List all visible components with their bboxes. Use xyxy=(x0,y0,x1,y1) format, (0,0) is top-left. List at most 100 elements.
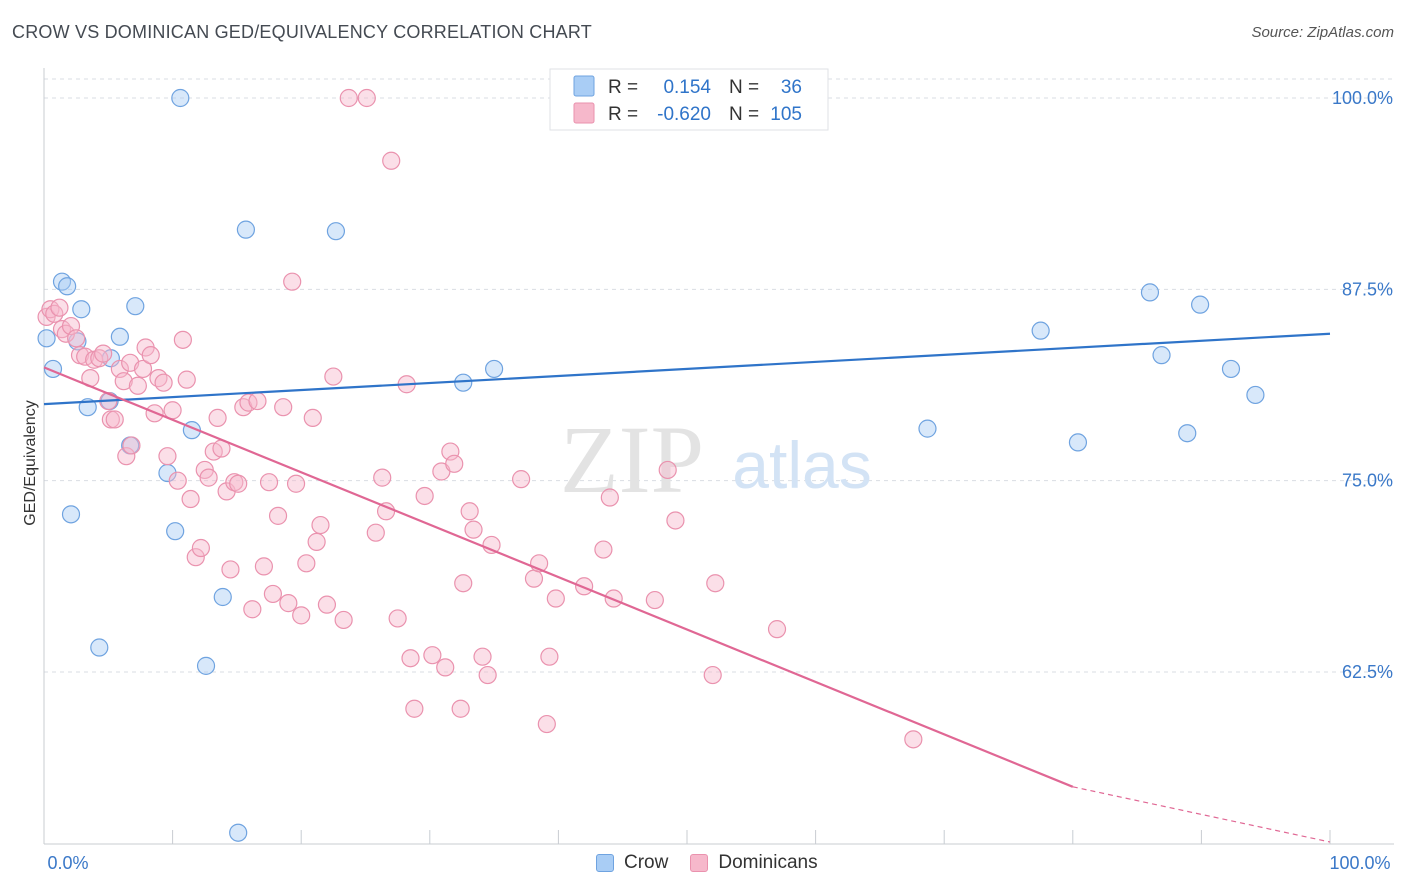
dominican-point[interactable] xyxy=(177,370,196,389)
dominican-point[interactable] xyxy=(286,474,306,493)
crow-point[interactable] xyxy=(110,327,129,346)
dominican-point[interactable] xyxy=(445,454,464,473)
dominican-point[interactable] xyxy=(154,373,173,392)
dominican-point[interactable] xyxy=(254,557,274,576)
dominican-point[interactable] xyxy=(114,372,133,391)
dominican-point[interactable] xyxy=(141,346,160,365)
dominican-point[interactable] xyxy=(303,408,322,428)
dominican-point[interactable] xyxy=(191,538,210,558)
dominican-point[interactable] xyxy=(268,506,288,525)
dominican-point[interactable] xyxy=(600,488,619,507)
crow-point[interactable] xyxy=(1191,295,1210,314)
dominican-point[interactable] xyxy=(366,523,385,542)
dominican-point[interactable] xyxy=(263,584,283,604)
dominican-point[interactable] xyxy=(248,391,267,411)
dominican-point[interactable] xyxy=(415,486,434,506)
dominican-point[interactable] xyxy=(512,470,531,489)
crow-point[interactable] xyxy=(166,522,185,541)
dominican-point[interactable] xyxy=(186,548,205,567)
dominican-point[interactable] xyxy=(382,151,401,170)
crow-point[interactable] xyxy=(485,359,504,379)
dominican-point[interactable] xyxy=(274,398,293,417)
dominican-point[interactable] xyxy=(173,330,192,349)
dominican-point[interactable] xyxy=(101,410,120,429)
dominican-point[interactable] xyxy=(307,532,326,551)
dominican-point[interactable] xyxy=(243,600,262,619)
dominican-point[interactable] xyxy=(221,560,240,579)
crow-point[interactable] xyxy=(229,823,248,842)
dominican-point[interactable] xyxy=(292,606,311,625)
dominican-point[interactable] xyxy=(117,447,136,466)
dominican-point[interactable] xyxy=(50,298,69,317)
dominican-point[interactable] xyxy=(357,88,376,108)
crow-point[interactable] xyxy=(171,88,190,108)
dominican-point[interactable] xyxy=(524,569,544,588)
dominican-point[interactable] xyxy=(405,699,424,718)
dominican-point[interactable] xyxy=(324,367,343,386)
dominican-point[interactable] xyxy=(540,647,559,666)
dominican-point[interactable] xyxy=(373,468,392,487)
crow-point[interactable] xyxy=(326,222,346,241)
dominican-point[interactable] xyxy=(537,714,556,734)
dominican-point[interactable] xyxy=(436,658,455,677)
dominican-point[interactable] xyxy=(239,393,258,412)
legend-item-dominicans[interactable]: Dominicans xyxy=(690,852,818,874)
dominican-point[interactable] xyxy=(388,609,407,628)
dominican-point[interactable] xyxy=(163,401,182,420)
dominican-point[interactable] xyxy=(451,699,470,718)
dominican-point[interactable] xyxy=(339,88,358,108)
crow-point[interactable] xyxy=(918,419,937,438)
dominican-point[interactable] xyxy=(229,474,248,493)
dominican-point[interactable] xyxy=(128,376,147,395)
dominican-point[interactable] xyxy=(460,502,479,521)
dominican-point[interactable] xyxy=(767,620,787,639)
dominican-point[interactable] xyxy=(317,595,337,614)
dominican-point[interactable] xyxy=(94,344,113,363)
crow-point[interactable] xyxy=(37,329,56,348)
crow-point[interactable] xyxy=(1031,321,1050,340)
dominican-point[interactable] xyxy=(122,436,141,455)
dominican-point[interactable] xyxy=(473,647,492,666)
dominican-point[interactable] xyxy=(464,520,483,539)
dominican-point[interactable] xyxy=(904,730,923,749)
dominican-point[interactable] xyxy=(133,359,153,379)
dominican-point[interactable] xyxy=(703,665,722,685)
dominican-point[interactable] xyxy=(297,554,316,573)
crow-point[interactable] xyxy=(126,297,145,316)
dominican-point[interactable] xyxy=(706,574,725,593)
crow-point[interactable] xyxy=(454,373,473,392)
dominican-point[interactable] xyxy=(423,646,442,665)
dominican-point[interactable] xyxy=(645,590,664,610)
dominican-point[interactable] xyxy=(454,574,473,593)
dominican-point[interactable] xyxy=(311,515,330,535)
dominican-point[interactable] xyxy=(283,272,302,291)
dominican-point[interactable] xyxy=(658,460,677,480)
dominican-point[interactable] xyxy=(158,447,177,466)
legend-item-crow[interactable]: Crow xyxy=(596,852,668,874)
crow-point[interactable] xyxy=(61,505,81,524)
crow-point[interactable] xyxy=(1140,283,1160,302)
dominican-point[interactable] xyxy=(208,408,227,428)
crow-point[interactable] xyxy=(72,300,91,319)
crow-point[interactable] xyxy=(1068,433,1088,452)
dominican-point[interactable] xyxy=(401,649,420,668)
crow-point[interactable] xyxy=(1246,385,1265,405)
dominican-point[interactable] xyxy=(168,471,187,490)
crow-point[interactable] xyxy=(196,656,216,675)
dominican-point[interactable] xyxy=(666,511,685,530)
dominican-point[interactable] xyxy=(259,473,279,492)
dominican-point[interactable] xyxy=(478,665,497,685)
crow-point[interactable] xyxy=(58,277,77,296)
crow-point[interactable] xyxy=(1221,359,1241,379)
crow-point[interactable] xyxy=(213,587,232,607)
dominican-point[interactable] xyxy=(546,589,565,608)
dominican-point[interactable] xyxy=(279,594,298,613)
crow-point[interactable] xyxy=(1178,424,1197,443)
dominican-point[interactable] xyxy=(105,410,124,429)
crow-point[interactable] xyxy=(90,638,109,657)
dominican-point[interactable] xyxy=(199,468,218,487)
dominican-point[interactable] xyxy=(67,329,86,348)
dominican-point[interactable] xyxy=(181,489,200,509)
dominican-point[interactable] xyxy=(594,540,613,559)
dominican-point[interactable] xyxy=(575,577,594,596)
